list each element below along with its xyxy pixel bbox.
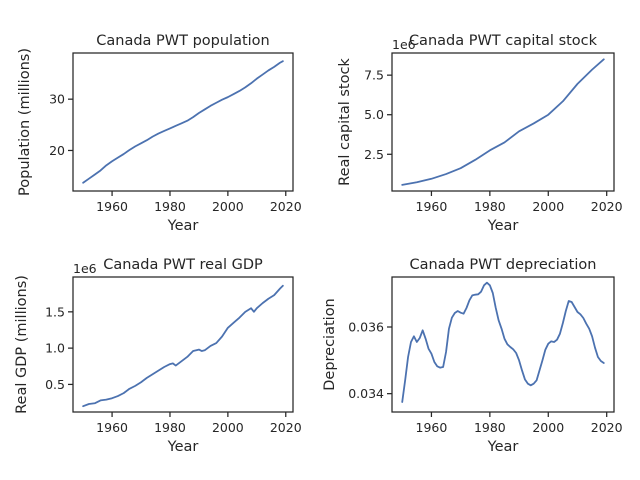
y-tick-label: 0.5 bbox=[45, 377, 65, 392]
chart-title: Canada PWT population bbox=[96, 33, 270, 49]
chart-title: Canada PWT depreciation bbox=[410, 257, 597, 273]
x-tick-label: 1980 bbox=[474, 199, 506, 214]
axes-frame bbox=[72, 276, 294, 413]
x-axis-label: Year bbox=[167, 439, 199, 455]
x-tick-label: 2000 bbox=[212, 420, 244, 435]
y-axis-label: Real GDP (millions) bbox=[14, 275, 30, 414]
chart-depreciation: 1960 1980 2000 2020 0.034 0.036 Canada PWT dep… bbox=[322, 257, 623, 455]
y-tick-label: 1.0 bbox=[45, 341, 65, 356]
y-tick-label: 0.034 bbox=[348, 386, 384, 401]
x-tick-label: 1960 bbox=[416, 420, 448, 435]
x-tick-label: 2020 bbox=[591, 199, 623, 214]
x-tick-label: 2000 bbox=[532, 199, 564, 214]
x-tick-label: 1960 bbox=[96, 420, 128, 435]
x-tick-label: 1980 bbox=[474, 420, 506, 435]
y-offset-label: 1e6 bbox=[73, 261, 97, 276]
y-tick-label: 20 bbox=[49, 143, 65, 158]
y-tick-label: 2.5 bbox=[364, 147, 384, 162]
y-tick-label: 1.5 bbox=[45, 304, 65, 319]
series-line bbox=[82, 284, 284, 408]
y-tick-label: 30 bbox=[49, 92, 65, 107]
series-line bbox=[82, 60, 284, 184]
x-axis-label: Year bbox=[167, 218, 199, 234]
chart-gdp: 1960 1980 2000 2020 0.5 1.0 1.5 Canada PWT real… bbox=[14, 257, 302, 455]
y-offset-label: 1e6 bbox=[392, 37, 416, 52]
axes-frame bbox=[391, 52, 615, 192]
chart-title: Canada PWT capital stock bbox=[409, 33, 598, 49]
x-tick-label: 1960 bbox=[416, 199, 448, 214]
axes-frame bbox=[72, 52, 294, 192]
y-axis-label: Real capital stock bbox=[337, 58, 353, 186]
chart-capital: 1960 1980 2000 2020 2.5 5.0 7.5 Canada PWT capi… bbox=[337, 33, 623, 234]
x-tick-label: 2000 bbox=[212, 199, 244, 214]
series-line bbox=[401, 281, 605, 403]
x-tick-label: 2000 bbox=[532, 420, 564, 435]
x-axis-label: Year bbox=[487, 218, 519, 234]
y-tick-label: 7.5 bbox=[364, 68, 384, 83]
y-tick-label: 5.0 bbox=[364, 107, 384, 122]
x-tick-label: 2020 bbox=[270, 420, 302, 435]
x-tick-label: 1980 bbox=[154, 199, 186, 214]
y-axis-label: Population (millions) bbox=[17, 48, 33, 196]
y-axis-label: Depreciation bbox=[322, 298, 338, 391]
axes-frame bbox=[391, 276, 615, 413]
x-axis-label: Year bbox=[487, 439, 519, 455]
y-tick-label: 0.036 bbox=[348, 320, 384, 335]
x-tick-label: 2020 bbox=[591, 420, 623, 435]
series-line bbox=[401, 58, 605, 186]
x-tick-label: 1960 bbox=[96, 199, 128, 214]
x-tick-label: 2020 bbox=[270, 199, 302, 214]
chart-title: Canada PWT real GDP bbox=[103, 257, 263, 273]
x-tick-label: 1980 bbox=[154, 420, 186, 435]
